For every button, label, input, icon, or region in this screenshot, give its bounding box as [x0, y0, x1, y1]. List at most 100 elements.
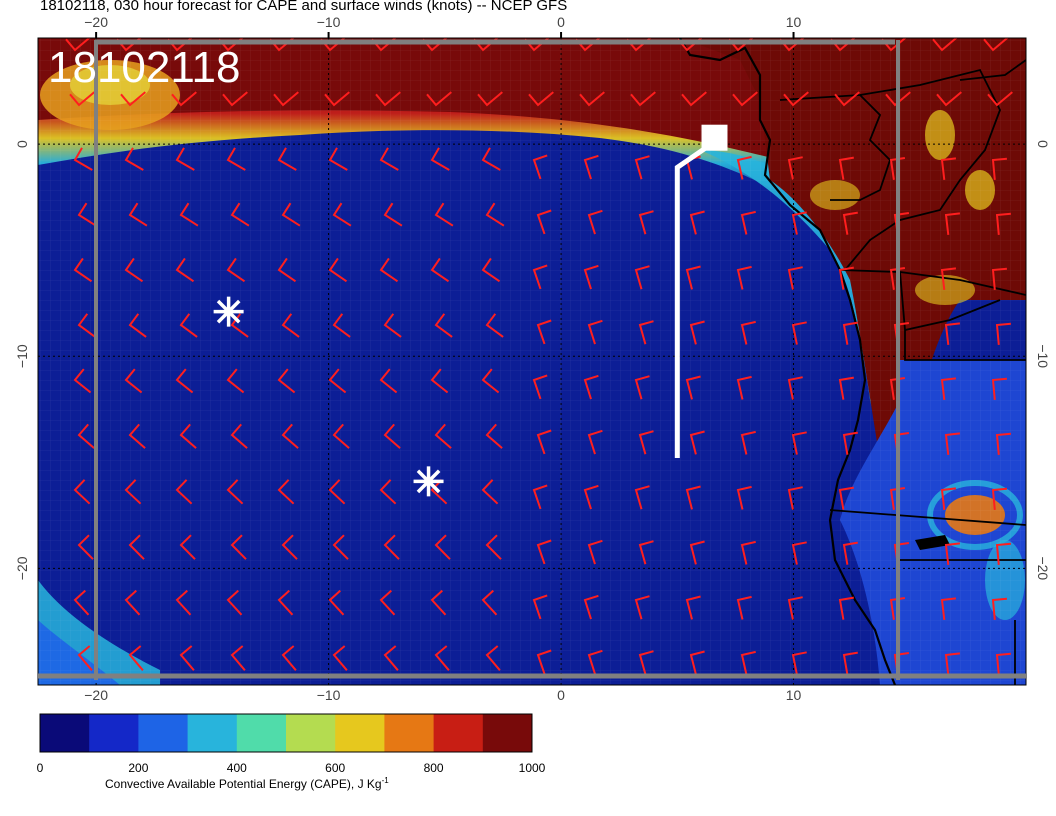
wind-barb: [740, 430, 756, 455]
wind-barb: [426, 91, 452, 107]
colorbar-swatch: [482, 714, 533, 752]
lon-tick-top: 0: [557, 14, 565, 30]
wind-barb: [226, 479, 244, 505]
wind-barb: [328, 368, 347, 394]
wind-barb: [485, 202, 505, 227]
lat-tick-right: 0: [1035, 140, 1051, 148]
wind-barb: [842, 541, 858, 565]
wind-barb: [685, 485, 701, 510]
wind-barb: [995, 212, 1011, 235]
colorbar-tick-label: 0: [36, 761, 44, 775]
wind-barb: [434, 645, 450, 671]
colorbar-swatch: [384, 714, 435, 752]
wind-barb: [77, 534, 94, 560]
wind-barb: [995, 432, 1011, 455]
colorbar-tick-label: 600: [325, 761, 346, 775]
wind-barb: [834, 91, 860, 107]
axis-tick-labels: −20 −20 −10 −10 0 0 10 10 0 0 −10 −10 −20 −20: [14, 14, 1051, 703]
colorbar-swatch: [286, 714, 336, 752]
wind-barb: [634, 485, 650, 510]
colorbar-swatch: [138, 714, 189, 752]
wind-barb: [120, 91, 146, 107]
wind-barb: [328, 257, 348, 283]
wind-barb: [430, 257, 450, 283]
wind-barb: [383, 534, 400, 560]
wind-barb: [838, 596, 854, 620]
lat-tick-right: −20: [1035, 556, 1051, 580]
wind-barb: [179, 202, 199, 227]
wind-barb: [736, 265, 752, 290]
wind-barb: [889, 267, 906, 290]
wind-barb: [838, 266, 854, 290]
wind-barb: [379, 479, 397, 505]
wind-barb: [175, 257, 195, 283]
wind-barb: [230, 534, 247, 560]
wind-barb: [124, 589, 141, 616]
wind-barb: [69, 91, 95, 107]
wind-barb: [477, 91, 503, 107]
wind-barb: [73, 147, 93, 171]
wind-barb: [281, 645, 297, 671]
wind-barb: [791, 651, 807, 675]
wind-barb: [838, 376, 854, 400]
wind-barb: [787, 156, 803, 180]
wind-barb: [128, 423, 146, 449]
wind-barb: [379, 257, 399, 283]
wind-barb: [634, 155, 650, 180]
marker-layer: [213, 296, 444, 497]
wind-barb: [740, 540, 756, 565]
wind-barb: [481, 368, 500, 394]
wind-barb: [536, 429, 552, 455]
wind-barb: [226, 257, 246, 283]
asterisk-marker: [413, 466, 444, 497]
wind-barb: [65, 38, 91, 52]
wind-barb: [842, 431, 858, 455]
wind-barb: [430, 589, 447, 616]
coastline: [679, 38, 897, 685]
wind-barb: [638, 650, 654, 675]
wind-barb: [222, 91, 248, 107]
lon-tick-bottom: 10: [786, 687, 802, 703]
colorbar-swatch: [40, 714, 90, 752]
wind-barb: [983, 38, 1009, 52]
wind-barb: [226, 589, 243, 616]
wind-barb: [740, 210, 756, 235]
wind-barb: [324, 91, 350, 107]
wind-barb: [128, 313, 147, 338]
wind-barb: [532, 484, 548, 510]
wind-barb: [689, 320, 705, 345]
colorbar-title: Convective Available Potential Energy (C…: [105, 776, 389, 791]
wind-barb: [838, 486, 854, 510]
wind-barb: [434, 202, 454, 227]
wind-barb: [481, 479, 499, 505]
wind-barb: [787, 376, 803, 400]
wind-barb: [528, 91, 554, 107]
wind-barb: [281, 534, 298, 560]
wind-barb: [944, 322, 961, 346]
wind-barb: [383, 645, 399, 671]
wind-barb: [430, 147, 450, 171]
wind-barb: [73, 479, 91, 505]
wind-barb: [128, 645, 144, 671]
lon-tick-top: −20: [84, 14, 108, 30]
wind-barb: [73, 589, 90, 616]
wind-barb: [944, 542, 961, 566]
wind-barb: [430, 479, 448, 505]
wind-barb: [740, 320, 756, 345]
wind-barb: [638, 210, 654, 235]
wind-barb: [277, 589, 294, 616]
lake: [915, 535, 950, 550]
wind-barb: [583, 154, 599, 180]
wind-barb: [583, 594, 599, 620]
wind-barb: [332, 645, 348, 671]
wind-barb: [175, 479, 193, 505]
wind-barb: [171, 91, 197, 107]
wind-barb: [587, 319, 603, 345]
colorbar-swatch: [236, 714, 287, 752]
wind-barb: [485, 313, 504, 338]
wind-barb: [77, 645, 93, 671]
wind-barb: [536, 209, 552, 235]
wind-barb: [685, 265, 701, 290]
wind-barb: [638, 540, 654, 565]
wind-barb: [991, 267, 1007, 290]
